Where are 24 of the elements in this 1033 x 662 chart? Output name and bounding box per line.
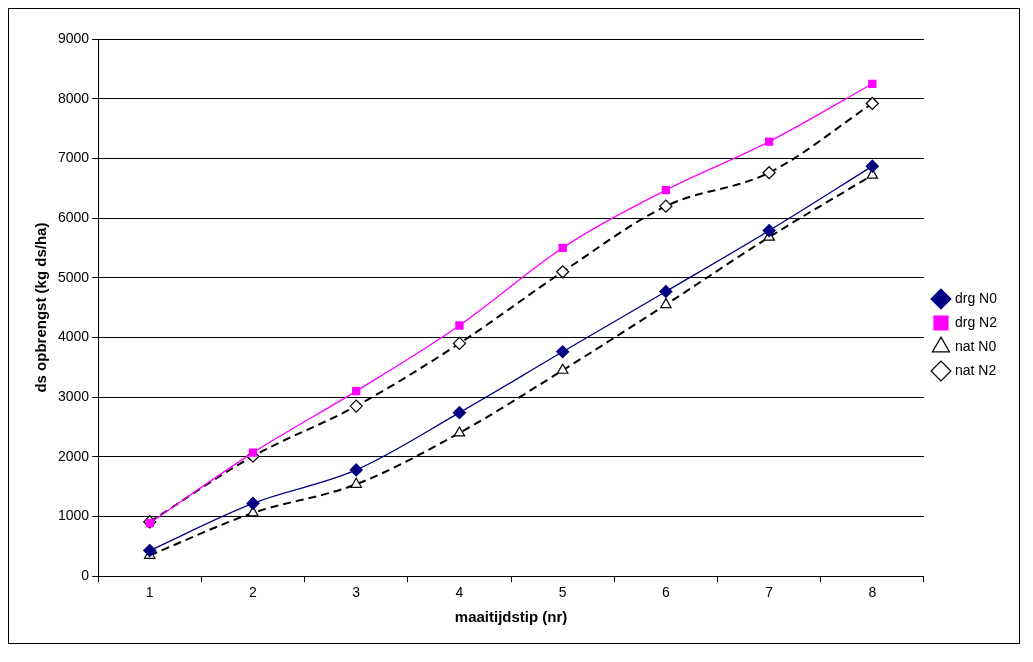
legend-label: nat N2	[954, 361, 997, 378]
y-tick-label: 6000	[57, 208, 90, 225]
y-tick-label: 3000	[57, 387, 90, 404]
y-tick-label: 5000	[57, 268, 90, 285]
legend-label: drg N2	[954, 313, 998, 330]
legend-label: nat N0	[954, 337, 997, 354]
y-tick-label: 8000	[57, 89, 90, 106]
y-tick-label: 9000	[57, 29, 90, 46]
y-tick-label: 7000	[57, 149, 90, 166]
x-tick-label: 7	[765, 584, 774, 601]
x-tick-label: 8	[868, 584, 877, 601]
x-tick-label: 4	[455, 584, 464, 601]
x-tick-label: 3	[352, 584, 361, 601]
x-axis-title: maaitijdstip (nr)	[454, 608, 568, 626]
x-tick-label: 6	[662, 584, 671, 601]
x-tick-label: 1	[145, 584, 154, 601]
y-tick-label: 0	[81, 567, 90, 584]
x-tick-label: 5	[558, 584, 567, 601]
y-tick-label: 2000	[57, 447, 90, 464]
x-tick-label: 2	[249, 584, 258, 601]
y-tick-label: 4000	[57, 328, 90, 345]
y-axis-title: ds opbrengst (kg ds/ha)	[32, 222, 50, 393]
legend-label: drg N0	[954, 289, 998, 306]
y-tick-label: 1000	[57, 507, 90, 524]
